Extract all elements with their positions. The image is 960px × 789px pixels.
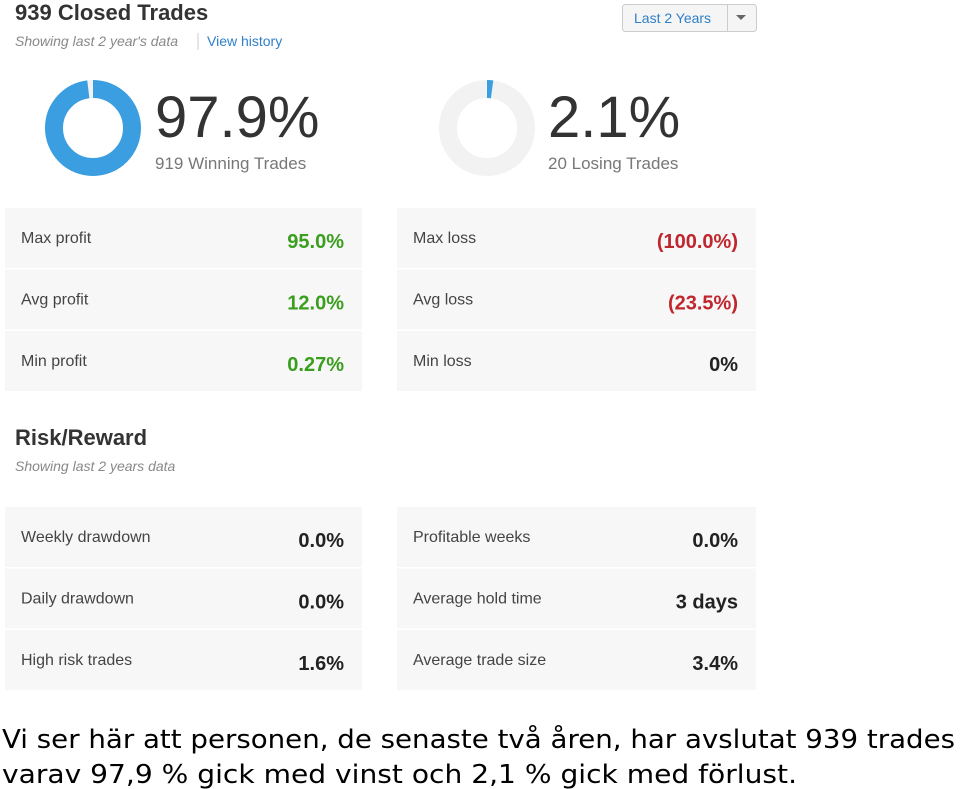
table-row [397,630,756,690]
risk-subtitle: Showing last 2 years data [15,458,176,474]
dropdown-box [622,4,757,32]
row-label: Min profit [21,353,87,370]
table-row [5,630,362,690]
table-row [5,568,362,629]
row-value: 12.0% [287,293,344,315]
title: 939 Closed Trades [15,0,208,25]
view-history-link[interactable]: View history [207,33,282,49]
row-label: Weekly drawdown [21,529,151,546]
donut-track [439,80,535,176]
table-row [397,568,756,629]
table-row [5,507,362,567]
row-label: Max profit [21,230,92,247]
loss-caption: 20 Losing Trades [548,154,678,173]
row-value: 3.4% [692,653,738,675]
row-value: 0.0% [692,530,738,552]
table-row [5,269,362,330]
table-row [5,331,362,391]
dropdown-label: Last 2 Years [634,10,711,26]
row-label: Average hold time [413,591,542,608]
loss-percent: 2.1% [548,85,680,150]
table-row [5,208,362,268]
row-label: High risk trades [21,652,132,669]
row-label: Max loss [413,230,476,247]
row-label: Average trade size [413,652,546,669]
caption-line: Vi ser här att personen, de senaste två … [2,724,955,755]
row-value: 0.0% [298,530,344,552]
subtitle: Showing last 2 year's data [15,33,178,49]
row-value: (23.5%) [668,293,738,315]
win-percent: 97.9% [155,85,319,150]
win-caption: 919 Winning Trades [155,154,306,173]
caption-line: varav 97,9 % gick med vinst och 2,1 % gi… [2,760,797,789]
row-value: 0% [709,354,738,376]
row-label: Daily drawdown [21,591,134,608]
table-row [397,331,756,391]
donut-arc [45,80,141,176]
row-label: Profitable weeks [413,529,530,546]
table-row [397,208,756,268]
table-row [397,269,756,330]
donut-arc [439,80,535,176]
row-value: 95.0% [287,231,344,253]
row-label: Avg loss [413,292,473,309]
row-value: (100.0%) [657,231,738,253]
dropdown-arrow [736,15,746,20]
row-label: Avg profit [21,292,89,309]
row-value: 0.27% [287,354,344,376]
row-label: Min loss [413,353,472,370]
row-value: 3 days [676,592,738,614]
row-value: 1.6% [298,653,344,675]
dropdown[interactable]: Last 2 Years [622,4,757,32]
risk-title: Risk/Reward [15,425,147,450]
table-row [397,507,756,567]
row-value: 0.0% [298,592,344,614]
